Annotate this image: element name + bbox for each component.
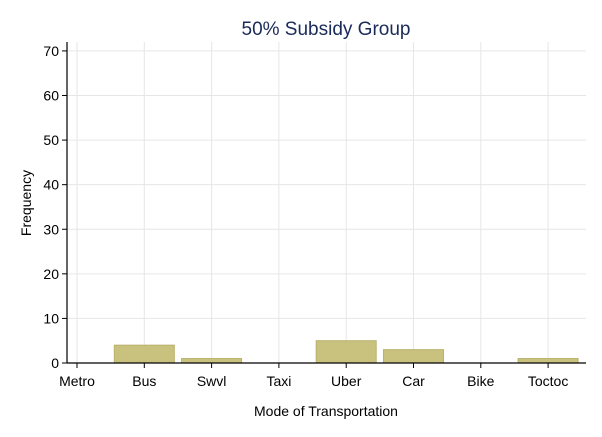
- chart-title: 50% Subsidy Group: [242, 19, 411, 40]
- bars: [113, 340, 579, 364]
- x-tick-label-taxi: Taxi: [266, 373, 291, 389]
- x-tick-label-swvl: Swvl: [197, 373, 227, 389]
- y-tick-label: 20: [43, 266, 59, 282]
- y-tick-label: 30: [43, 221, 59, 237]
- y-tick-label: 0: [51, 355, 59, 371]
- bar-toctoc: [517, 358, 579, 364]
- y-tick-label: 40: [43, 177, 59, 193]
- bar-bus: [113, 344, 175, 364]
- y-tick-label: 10: [43, 310, 59, 326]
- x-tick-label-uber: Uber: [331, 373, 362, 389]
- grid-lines: [67, 42, 586, 363]
- bar-car: [383, 349, 444, 364]
- x-ticks: Metro Bus Swvl Taxi Uber Car Bike Toctoc: [59, 363, 568, 389]
- bar-swvl: [181, 358, 243, 364]
- bar-uber: [315, 340, 377, 364]
- y-tick-label: 70: [43, 43, 59, 59]
- x-tick-label-toctoc: Toctoc: [528, 373, 568, 389]
- x-tick-label-bus: Bus: [132, 373, 156, 389]
- y-tick-label: 50: [43, 132, 59, 148]
- x-tick-label-car: Car: [402, 373, 425, 389]
- x-tick-label-metro: Metro: [59, 373, 95, 389]
- axes: [66, 42, 586, 364]
- y-ticks: 0 10 20 30 40 50 60 70: [43, 43, 67, 371]
- y-axis-title: Frequency: [18, 170, 34, 236]
- x-tick-label-bike: Bike: [467, 373, 494, 389]
- y-tick-label: 60: [43, 88, 59, 104]
- x-axis-title: Mode of Transportation: [254, 403, 398, 419]
